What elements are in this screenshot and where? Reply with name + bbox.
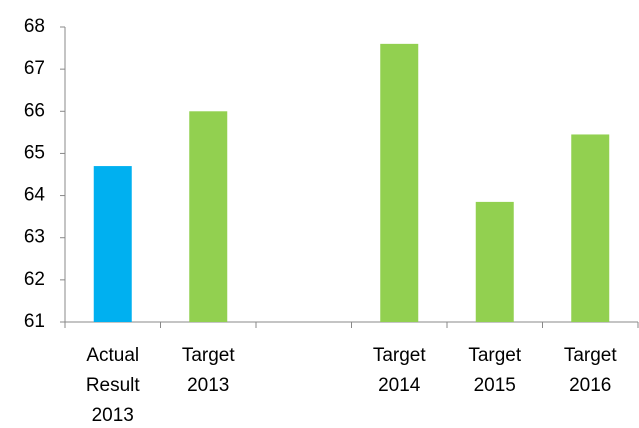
y-tick-label: 65 [24,142,45,163]
x-tick-label: Target 2016 [564,345,618,396]
y-tick-label: 62 [24,269,45,290]
x-tick-label: Actual Result 2013 [86,345,141,426]
bar [93,166,132,322]
bar [475,201,514,322]
y-tick-label: 63 [24,227,45,248]
y-tick-label: 68 [24,16,45,37]
x-tick-label: Target 2013 [182,345,236,396]
y-tick-label: 61 [24,311,45,332]
bar [380,43,419,322]
y-tick-label: 66 [24,100,45,121]
x-tick-label: Target 2014 [373,345,427,396]
y-tick-label: 64 [24,185,46,206]
y-tick-label: 67 [24,58,45,79]
bar [571,134,610,322]
x-tick-label: Target 2015 [468,345,522,396]
bar [189,111,228,323]
